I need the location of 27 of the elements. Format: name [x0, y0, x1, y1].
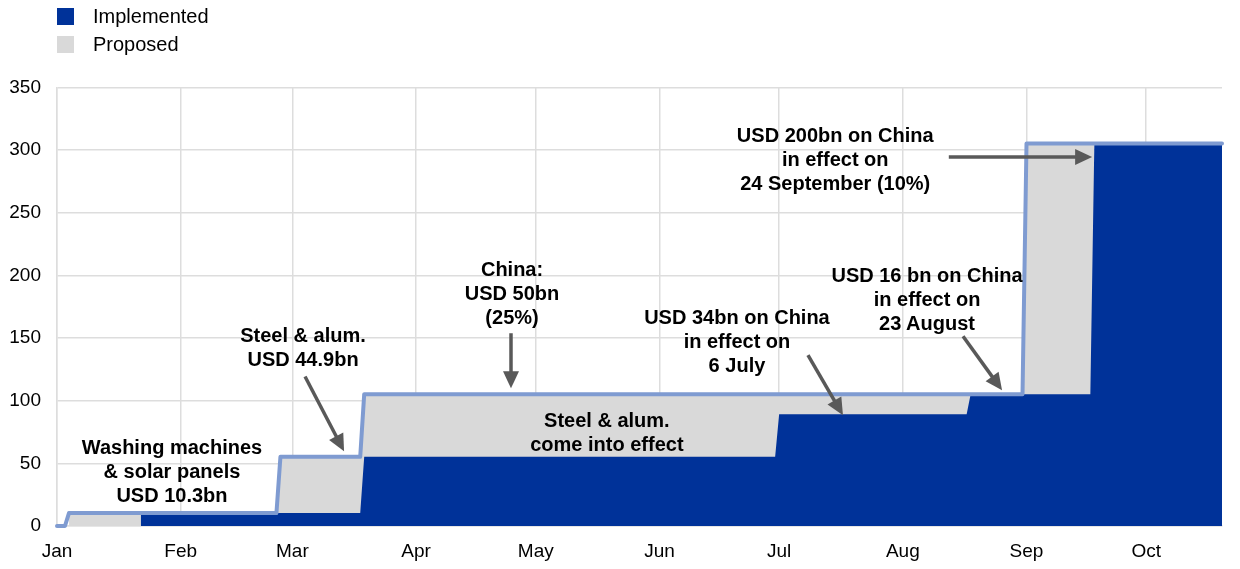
x-tick-label: Sep: [1009, 539, 1044, 561]
x-tick-label: Feb: [164, 539, 198, 561]
x-tick-label: May: [517, 539, 555, 561]
y-tick-label: 200: [9, 263, 41, 285]
x-tick-label: Mar: [276, 539, 310, 561]
y-tick-label: 0: [30, 514, 41, 536]
y-tick-label: 50: [19, 451, 41, 473]
x-tick-label: Jul: [766, 539, 792, 561]
annotation: Washing machines & solar panels USD 10.3bn: [81, 435, 263, 508]
y-tick-label: 250: [9, 200, 41, 222]
y-tick-label: 300: [9, 138, 41, 160]
x-tick-label: Jan: [41, 539, 73, 561]
annotation: USD 34bn on China in effect on 6 July: [644, 305, 830, 378]
x-tick-label: Jun: [644, 539, 675, 561]
annotation: China: USD 50bn (25%): [464, 257, 560, 330]
legend-label: Implemented: [93, 4, 209, 28]
legend-label: Proposed: [93, 32, 179, 56]
y-tick-label: 350: [9, 75, 41, 97]
x-tick-label: Oct: [1131, 539, 1162, 561]
annotation: Steel & alum. USD 44.9bn: [240, 323, 366, 372]
annotation: Steel & alum. come into effect: [530, 407, 684, 456]
y-tick-label: 100: [9, 388, 41, 410]
y-tick-label: 150: [9, 326, 41, 348]
x-tick-label: Apr: [401, 539, 432, 561]
x-tick-label: Aug: [885, 539, 920, 561]
annotation: USD 16 bn on China in effect on 23 August: [831, 263, 1023, 336]
annotation: USD 200bn on China in effect on 24 September (10%): [736, 122, 934, 195]
